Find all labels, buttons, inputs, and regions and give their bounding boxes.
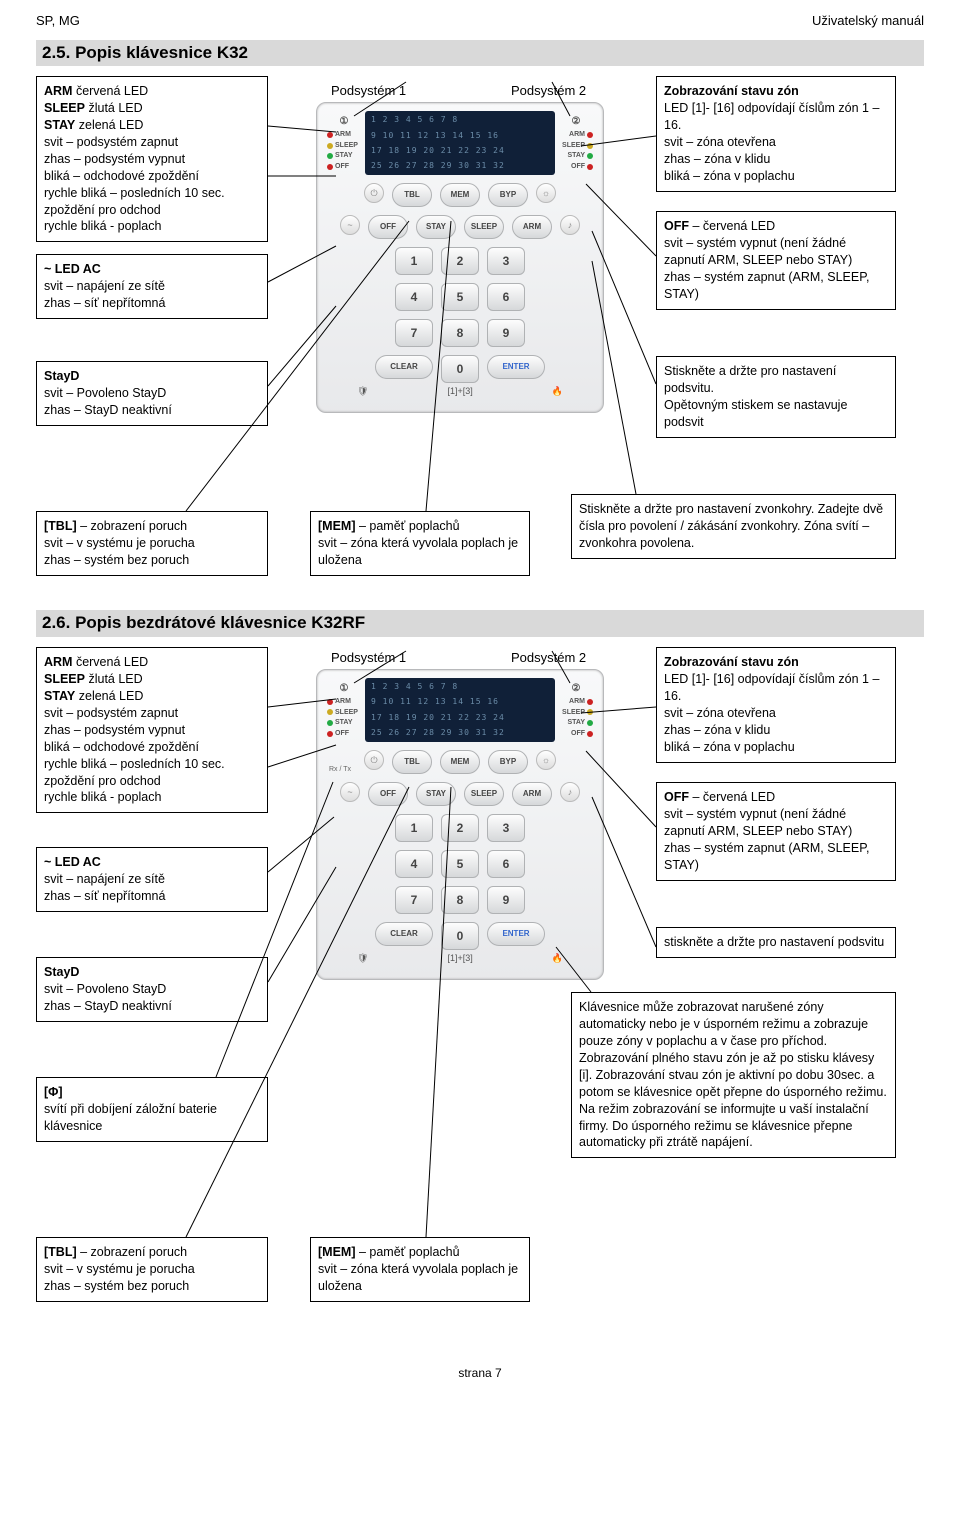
callout-mem-b: [MEM] – paměť poplachůsvit – zóna která … [310,1237,530,1302]
callout-off: OFF – červená LEDsvit – systém vypnut (n… [656,211,896,309]
label-subsystem2-b: Podsystém 2 [511,649,586,667]
callout-tbl-b: [TBL] – zobrazení poruchsvit – v systému… [36,1237,268,1302]
header-right: Uživatelský manuál [812,12,924,30]
callout-tbl: [TBL] – zobrazení poruchsvit – v systému… [36,511,268,576]
label-subsystem1: Podsystém 1 [331,82,406,100]
section-title-1: 2.5. Popis klávesnice K32 [36,40,924,67]
callout-bell: Stiskněte a držte pro nastavení zvonkohr… [571,494,896,559]
callout-wireless: Klávesnice může zobrazovat narušené zóny… [571,992,896,1158]
callout-arm: ARM červená LEDSLEEP žlutá LEDSTAY zelen… [36,76,268,242]
label-subsystem1-b: Podsystém 1 [331,649,406,667]
callout-stayd: StayDsvit – Povoleno StayDzhas – StayD n… [36,361,268,426]
callout-stayd-b: StayDsvit – Povoleno StayDzhas – StayD n… [36,957,268,1022]
callout-ledac-b: ~ LED ACsvit – napájení ze sítězhas – sí… [36,847,268,912]
label-subsystem2: Podsystém 2 [511,82,586,100]
section-title-2: 2.6. Popis bezdrátové klávesnice K32RF [36,610,924,637]
callout-backlight: Stiskněte a držte pro nastavení podsvitu… [656,356,896,438]
header-left: SP, MG [36,12,80,30]
diagram-k32rf: Podsystém 1 Podsystém 2 Rx / Tx ①ARMSLEE… [36,647,924,1347]
callout-mem: [MEM] – paměť poplachůsvit – zóna která … [310,511,530,576]
diagram-k32: Podsystém 1 Podsystém 2 ①ARMSLEEPSTAYOFF… [36,76,924,596]
callout-zones: Zobrazování stavu zónLED [1]- [16] odpov… [656,76,896,191]
keypad-k32rf: Rx / Tx ①ARMSLEEPSTAYOFF1 2 3 4 5 6 7 89… [316,669,604,979]
callout-ledac: ~ LED ACsvit – napájení ze sítězhas – sí… [36,254,268,319]
callout-off-b: OFF – červená LEDsvit – systém vypnut (n… [656,782,896,880]
callout-arm-b: ARM červená LEDSLEEP žlutá LEDSTAY zelen… [36,647,268,813]
callout-backlight-b: stiskněte a držte pro nastavení podsvitu [656,927,896,958]
callout-zones-b: Zobrazování stavu zónLED [1]- [16] odpov… [656,647,896,762]
page-footer: strana 7 [36,1365,924,1381]
callout-phi: [Φ]svítí při dobíjení záložní baterie kl… [36,1077,268,1142]
keypad-k32: ①ARMSLEEPSTAYOFF1 2 3 4 5 6 7 89 10 11 1… [316,102,604,412]
rx-tx-label: Rx / Tx [329,765,351,774]
